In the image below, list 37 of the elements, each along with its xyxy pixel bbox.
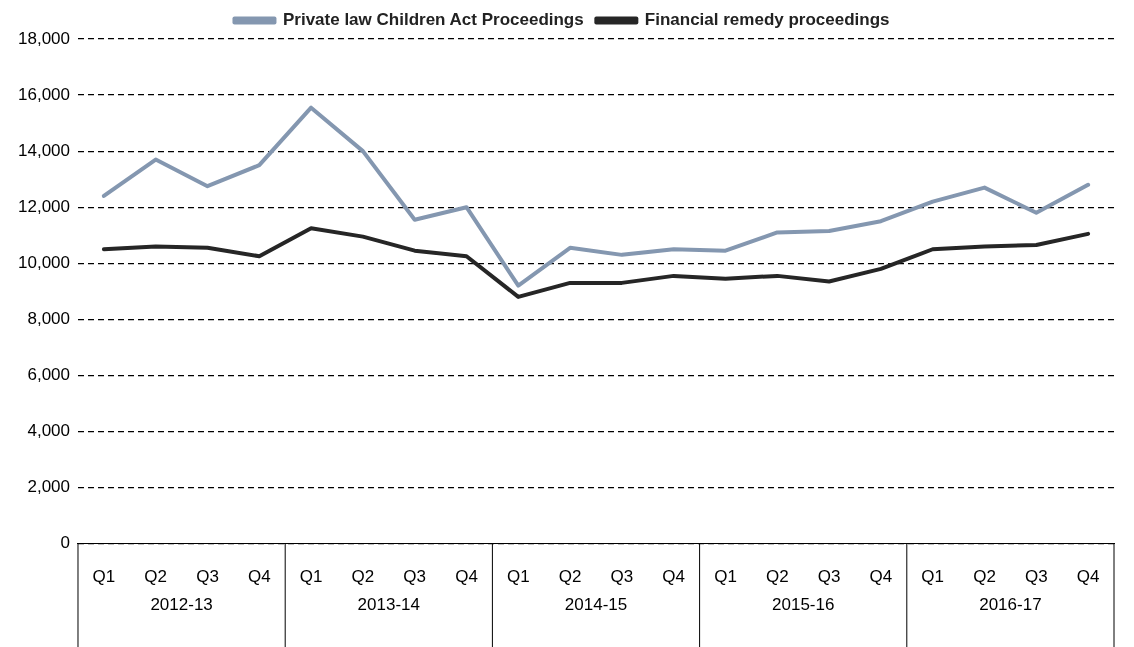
text: 2012-13	[150, 595, 213, 615]
text: 2016-17	[979, 595, 1042, 615]
x-tick-label: Q1	[714, 567, 737, 587]
x-tick-label: Q4	[869, 567, 893, 587]
x-tick-label: Q2	[558, 567, 582, 587]
x-tick-label: Q1	[921, 567, 945, 587]
y-tick-label: 0	[60, 533, 70, 553]
y-tick-label: 16,000	[18, 84, 70, 104]
x-tick-label: Q2	[765, 567, 789, 587]
x-tick-label: Q1	[92, 567, 116, 587]
text: 2013-14	[357, 595, 420, 615]
text: 2014-15	[564, 595, 628, 615]
legend-label: Financial remedy proceedings	[644, 10, 890, 30]
y-tick-label: 18,000	[18, 28, 70, 48]
x-tick-label: Q3	[196, 567, 219, 587]
x-tick-label: Q4	[1076, 567, 1100, 587]
text: 2015-16	[772, 595, 835, 615]
y-tick-label: 4,000	[27, 421, 70, 441]
y-tick-label: 10,000	[18, 252, 70, 272]
x-tick-label: Q1	[506, 567, 530, 587]
x-tick-label: Q2	[144, 567, 168, 587]
y-tick-label: 14,000	[18, 140, 70, 160]
y-tick-label: 8,000	[27, 309, 70, 329]
x-tick-label: Q2	[351, 567, 375, 587]
y-tick-label: 2,000	[27, 477, 70, 497]
x-tick-label: Q4	[247, 567, 271, 587]
legend-label: Private law Children Act Proceedings	[282, 10, 584, 30]
x-tick-label: Q2	[973, 567, 996, 587]
x-tick-label: Q4	[455, 567, 478, 587]
x-tick-label: Q4	[662, 567, 686, 587]
y-tick-label: 6,000	[27, 365, 70, 385]
x-tick-label: Q3	[817, 567, 841, 587]
y-tick-label: 12,000	[18, 196, 70, 216]
x-tick-label: Q1	[299, 567, 323, 587]
x-tick-label: Q3	[403, 567, 427, 587]
x-tick-label: Q3	[610, 567, 634, 587]
x-tick-label: Q3	[1024, 567, 1048, 587]
